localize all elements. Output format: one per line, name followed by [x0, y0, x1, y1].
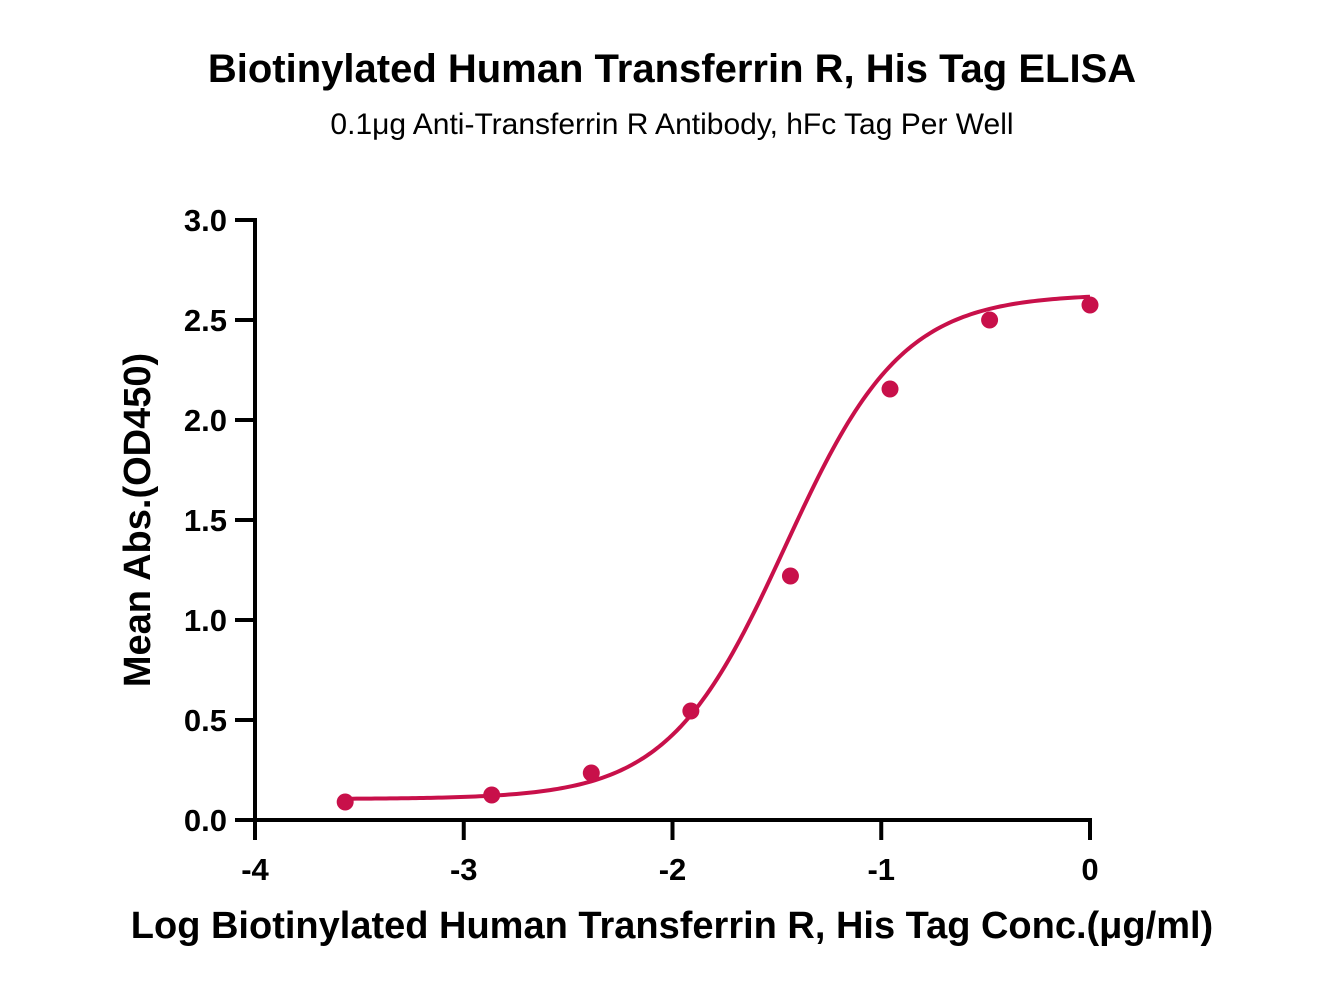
y-axis-label: Mean Abs.(OD450): [117, 353, 159, 687]
y-tick-label: 2.0: [184, 403, 227, 438]
chart-title: Biotinylated Human Transferrin R, His Ta…: [208, 47, 1136, 91]
y-tick-label: 1.5: [184, 503, 227, 538]
x-tick-label: -4: [241, 852, 269, 887]
data-point: [336, 793, 354, 811]
data-point: [781, 567, 799, 585]
x-axis-label: Log Biotinylated Human Transferrin R, Hi…: [131, 905, 1213, 947]
chart-subtitle: 0.1μg Anti-Transferrin R Antibody, hFc T…: [330, 108, 1013, 141]
fit-curve: [345, 294, 1091, 801]
data-point: [682, 702, 700, 720]
y-tick-label: 2.5: [184, 303, 227, 338]
y-tick-label: 1.0: [184, 603, 227, 638]
y-tick-label: 0.0: [184, 803, 227, 838]
axes: 0.0 0.5 1.0 1.5 2.0 2.5 3.0 -4 -3 -2 -1 0: [184, 203, 1099, 887]
fit-curve-layer: [345, 294, 1091, 801]
data-point: [881, 380, 899, 398]
data-point: [483, 786, 501, 804]
x-tick-label: 0: [1081, 852, 1098, 887]
data-point: [981, 311, 999, 329]
x-tick-label: -2: [659, 852, 687, 887]
data-point: [582, 764, 600, 782]
y-tick-label: 3.0: [184, 203, 227, 238]
x-tick-label: -3: [450, 852, 478, 887]
y-tick-label: 0.5: [184, 703, 227, 738]
data-point: [1081, 296, 1099, 314]
x-tick-label: -1: [867, 852, 895, 887]
data-points-layer: [336, 296, 1099, 811]
